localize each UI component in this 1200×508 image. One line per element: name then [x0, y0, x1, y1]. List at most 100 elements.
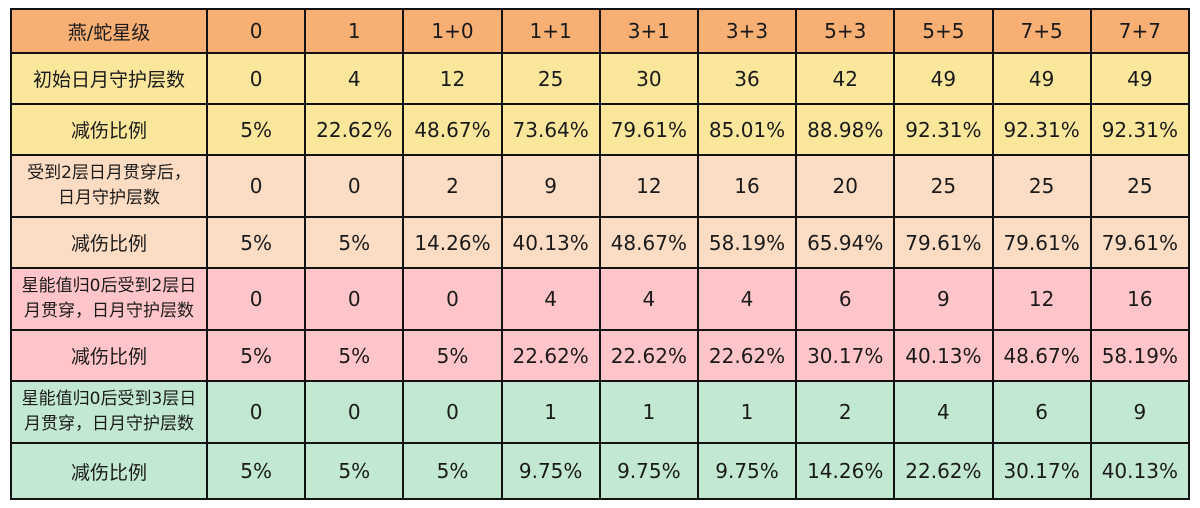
value-cell: 92.31% [1089, 103, 1191, 156]
value-cell: 48.67% [991, 329, 1092, 382]
value-cell: 30.17% [795, 329, 896, 382]
value-cell: 88.98% [795, 103, 896, 156]
value-cell: 4 [304, 52, 405, 105]
value-cell: 30.17% [991, 442, 1092, 500]
value-cell: 5+3 [795, 8, 896, 54]
table-row: 星能值归0后受到2层日月贯穿，日月守护层数 0 0 0 4 4 4 6 9 12 16 [10, 267, 1191, 331]
value-cell: 4 [500, 267, 601, 331]
table-row: 星能值归0后受到3层日月贯穿，日月守护层数 0 0 0 1 1 1 2 4 6 9 [10, 380, 1191, 444]
value-cell: 0 [402, 380, 503, 444]
row-label: 减伤比例 [10, 329, 208, 382]
value-cell: 0 [205, 52, 307, 105]
value-cell: 49 [1089, 52, 1191, 105]
value-cell: 5% [304, 442, 405, 500]
value-cell: 4 [696, 267, 798, 331]
value-cell: 22.62% [598, 329, 699, 382]
table-header-row: 燕/蛇星级 0 1 1+0 1+1 3+1 3+3 5+3 5+5 7+5 7+7 [10, 8, 1191, 54]
value-cell: 9.75% [598, 442, 699, 500]
value-cell: 4 [893, 380, 994, 444]
value-cell: 79.61% [893, 216, 994, 269]
value-cell: 9.75% [500, 442, 601, 500]
value-cell: 58.19% [696, 216, 798, 269]
row-label: 燕/蛇星级 [10, 8, 208, 54]
row-label: 减伤比例 [10, 216, 208, 269]
value-cell: 22.62% [893, 442, 994, 500]
damage-reduction-table: 燕/蛇星级 0 1 1+0 1+1 3+1 3+3 5+3 5+5 7+5 7+7 初始日月守护层数 0… [10, 8, 1191, 500]
table-row: 受到2层日月贯穿后，日月守护层数 0 0 2 9 12 16 20 25 25 25 [10, 154, 1191, 218]
value-cell: 48.67% [598, 216, 699, 269]
value-cell: 5+5 [893, 8, 994, 54]
value-cell: 73.64% [500, 103, 601, 156]
value-cell: 0 [205, 380, 307, 444]
value-cell: 40.13% [1089, 442, 1191, 500]
value-cell: 3+3 [696, 8, 798, 54]
value-cell: 12 [598, 154, 699, 218]
value-cell: 25 [500, 52, 601, 105]
row-label: 星能值归0后受到2层日月贯穿，日月守护层数 [10, 267, 208, 331]
value-cell: 6 [991, 380, 1092, 444]
row-label: 初始日月守护层数 [10, 52, 208, 105]
value-cell: 1 [304, 8, 405, 54]
value-cell: 9 [500, 154, 601, 218]
value-cell: 22.62% [304, 103, 405, 156]
value-cell: 0 [205, 8, 307, 54]
value-cell: 0 [304, 380, 405, 444]
value-cell: 1+0 [402, 8, 503, 54]
value-cell: 79.61% [991, 216, 1092, 269]
value-cell: 48.67% [402, 103, 503, 156]
value-cell: 58.19% [1089, 329, 1191, 382]
value-cell: 49 [991, 52, 1092, 105]
value-cell: 85.01% [696, 103, 798, 156]
value-cell: 25 [893, 154, 994, 218]
value-cell: 79.61% [1089, 216, 1191, 269]
value-cell: 7+5 [991, 8, 1092, 54]
value-cell: 7+7 [1089, 8, 1191, 54]
value-cell: 1 [598, 380, 699, 444]
value-cell: 3+1 [598, 8, 699, 54]
value-cell: 22.62% [500, 329, 601, 382]
value-cell: 5% [402, 329, 503, 382]
value-cell: 12 [991, 267, 1092, 331]
value-cell: 0 [205, 267, 307, 331]
value-cell: 4 [598, 267, 699, 331]
value-cell: 9 [1089, 380, 1191, 444]
value-cell: 2 [402, 154, 503, 218]
value-cell: 5% [205, 442, 307, 500]
value-cell: 25 [991, 154, 1092, 218]
value-cell: 12 [402, 52, 503, 105]
value-cell: 5% [304, 216, 405, 269]
value-cell: 0 [205, 154, 307, 218]
value-cell: 0 [402, 267, 503, 331]
table-row: 初始日月守护层数 0 4 12 25 30 36 42 49 49 49 [10, 52, 1191, 105]
table-row: 减伤比例 5% 5% 14.26% 40.13% 48.67% 58.19% 65.94% 79… [10, 216, 1191, 269]
value-cell: 22.62% [696, 329, 798, 382]
value-cell: 40.13% [893, 329, 994, 382]
value-cell: 5% [402, 442, 503, 500]
row-label: 星能值归0后受到3层日月贯穿，日月守护层数 [10, 380, 208, 444]
value-cell: 42 [795, 52, 896, 105]
value-cell: 6 [795, 267, 896, 331]
value-cell: 20 [795, 154, 896, 218]
value-cell: 2 [795, 380, 896, 444]
value-cell: 0 [304, 267, 405, 331]
value-cell: 9 [893, 267, 994, 331]
value-cell: 1 [500, 380, 601, 444]
value-cell: 5% [205, 329, 307, 382]
row-label: 受到2层日月贯穿后，日月守护层数 [10, 154, 208, 218]
value-cell: 9.75% [696, 442, 798, 500]
table-row: 减伤比例 5% 5% 5% 22.62% 22.62% 22.62% 30.17% 40.13%… [10, 329, 1191, 382]
table-row: 减伤比例 5% 22.62% 48.67% 73.64% 79.61% 85.01% 88.9… [10, 103, 1191, 156]
value-cell: 1+1 [500, 8, 601, 54]
value-cell: 16 [1089, 267, 1191, 331]
value-cell: 92.31% [893, 103, 994, 156]
value-cell: 16 [696, 154, 798, 218]
value-cell: 36 [696, 52, 798, 105]
value-cell: 5% [304, 329, 405, 382]
table-row: 减伤比例 5% 5% 5% 9.75% 9.75% 9.75% 14.26% 22.62% 30.… [10, 442, 1191, 500]
value-cell: 30 [598, 52, 699, 105]
value-cell: 5% [205, 103, 307, 156]
value-cell: 5% [205, 216, 307, 269]
value-cell: 0 [304, 154, 405, 218]
value-cell: 14.26% [402, 216, 503, 269]
